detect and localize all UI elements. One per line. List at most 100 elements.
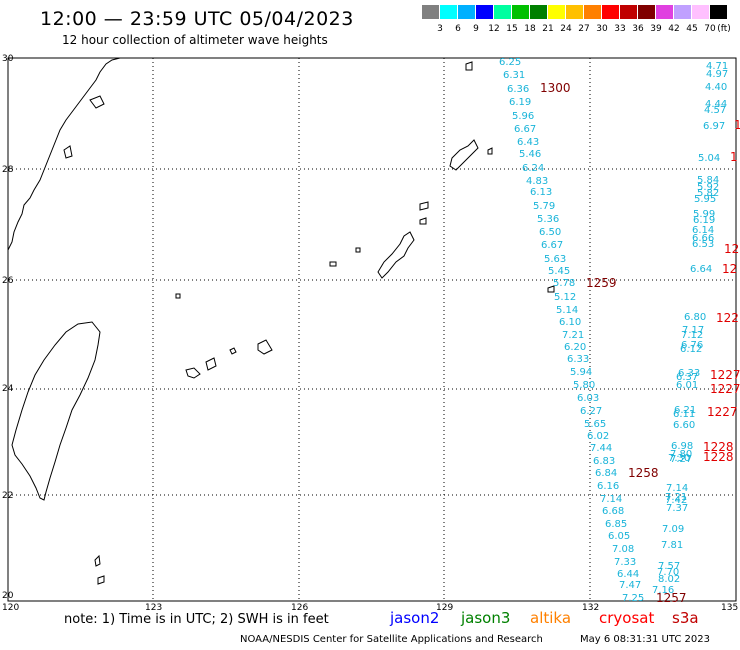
wave-height-value: 6.36: [507, 84, 530, 95]
wave-height-value: 6.76: [681, 340, 704, 351]
wave-height-value: 6.16: [597, 481, 620, 492]
legend-unit: (ft): [717, 24, 731, 34]
okinawa-coastline: [377, 231, 415, 279]
wave-height-value: 6.31: [503, 70, 526, 81]
wave-height-value: 6.67: [541, 240, 564, 251]
footer-credit: NOAA/NESDIS Center for Satellite Applica…: [240, 634, 543, 645]
wave-height-value: 4.44: [705, 99, 728, 110]
wave-height-value: 7.25: [622, 593, 645, 604]
wave-height-value: 5.92: [697, 182, 720, 193]
legend-label: 42: [668, 24, 680, 34]
wave-height-value: 7.33: [614, 557, 637, 568]
satellite-s3a: s3a: [672, 609, 699, 627]
wave-height-value: 7.57: [658, 561, 681, 572]
legend-label: 33: [614, 24, 626, 34]
wave-height-value: 7.70: [657, 567, 680, 578]
wave-height-value: 6.53: [692, 239, 715, 250]
wave-height-value: 6.01: [676, 380, 699, 391]
wave-height-value: 5.46: [519, 149, 542, 160]
wave-height-value: 5.95: [694, 194, 717, 205]
footer-timestamp: May 6 08:31:31 UTC 2023: [580, 634, 710, 645]
legend-label: 9: [473, 24, 479, 34]
legend-swatch: [512, 5, 529, 19]
lon-label: 123: [145, 603, 163, 613]
wave-height-value: 4.97: [706, 69, 729, 80]
legend-label: 45: [686, 24, 698, 34]
wave-height-value: 6.50: [539, 227, 562, 238]
wave-height-value: 5.12: [554, 292, 577, 303]
legend-swatch: [494, 5, 511, 19]
wave-height-value: 7.42: [665, 495, 688, 506]
map-frame: [7, 57, 737, 602]
china-coastline: [7, 57, 121, 251]
legend-swatch: [566, 5, 583, 19]
pass-time-label: 1257: [656, 591, 687, 605]
wave-height-value: 6.10: [559, 317, 582, 328]
legend-label: 18: [524, 24, 536, 34]
legend-swatch: [584, 5, 601, 19]
wave-height-value: 6.20: [564, 342, 587, 353]
satellite-altika: altika: [530, 609, 572, 627]
wave-height-value: 6.33: [567, 354, 590, 365]
wave-height-value: 5.80: [573, 380, 596, 391]
wave-height-value: 6.11: [673, 409, 696, 420]
legend-swatch: [674, 5, 691, 19]
wave-height-value: 6.24: [522, 163, 545, 174]
legend-swatch: [476, 5, 493, 19]
wave-height-value: 7.21: [562, 330, 585, 341]
wave-height-value: 6.64: [690, 264, 713, 275]
wave-height-value: 6.02: [587, 431, 610, 442]
amami-coastline: [449, 139, 479, 171]
pass-time-label: 1228: [703, 440, 734, 454]
wave-height-value: 5.94: [570, 367, 593, 378]
wave-height-value: 6.98: [671, 441, 694, 452]
lon-label: 129: [436, 603, 454, 613]
wave-height-value: 6.25: [499, 57, 522, 68]
wave-height-value: 4.83: [526, 176, 549, 187]
satellite-cryosat: cryosat: [599, 609, 655, 627]
wave-height-value: 4.71: [706, 61, 729, 72]
graticule: [8, 58, 736, 601]
wave-height-value: 5.14: [556, 305, 579, 316]
legend-label: 39: [650, 24, 662, 34]
wave-height-value: 6.84: [595, 468, 618, 479]
lon-label: 132: [582, 603, 600, 613]
coastlines: [7, 57, 555, 585]
wave-height-value: 6.21: [674, 405, 697, 416]
legend-label: 21: [542, 24, 554, 34]
lat-label: 22: [2, 491, 14, 501]
wave-height-value: 7.47: [619, 580, 642, 591]
miyako-coastline: [185, 339, 273, 379]
wave-height-value: 6.03: [577, 393, 600, 404]
wave-height-value: 4.40: [705, 82, 728, 93]
pass-time-label: 1: [734, 118, 740, 132]
wave-height-value: 7.16: [652, 585, 675, 596]
wave-height-value: 7.44: [590, 443, 613, 454]
wave-height-value: 6.05: [608, 531, 631, 542]
wave-height-value: 5.04: [698, 153, 721, 164]
wave-height-value: 7.14: [666, 483, 689, 494]
wave-height-value: 5.99: [693, 209, 716, 220]
taiwan-coastline: [11, 321, 101, 501]
pass-time-label: 1259: [586, 276, 617, 290]
wave-height-value: 6.60: [673, 420, 696, 431]
pass-time-label: 12: [724, 242, 740, 256]
satellite-jason2: jason2: [390, 609, 440, 627]
satellite-jason3: jason3: [461, 609, 511, 627]
pass-time-label: 1227: [707, 405, 738, 419]
wave-height-value: 6.14: [692, 225, 715, 236]
wave-height-value: 6.27: [580, 406, 603, 417]
legend-swatch: [656, 5, 673, 19]
legend-label: 15: [506, 24, 518, 34]
lat-label: 20: [2, 591, 14, 601]
legend-label: 12: [488, 24, 500, 34]
chart-title: 12:00 — 23:59 UTC 05/04/2023: [40, 8, 354, 30]
legend-label: 27: [578, 24, 590, 34]
chart-subtitle: 12 hour collection of altimeter wave hei…: [62, 33, 328, 47]
wave-height-value: 6.97: [703, 121, 726, 132]
wave-height-value: 6.37: [676, 372, 699, 383]
wave-height-value: 5.96: [512, 111, 535, 122]
wave-height-value: 6.85: [605, 519, 628, 530]
wave-height-value: 6.19: [693, 215, 716, 226]
